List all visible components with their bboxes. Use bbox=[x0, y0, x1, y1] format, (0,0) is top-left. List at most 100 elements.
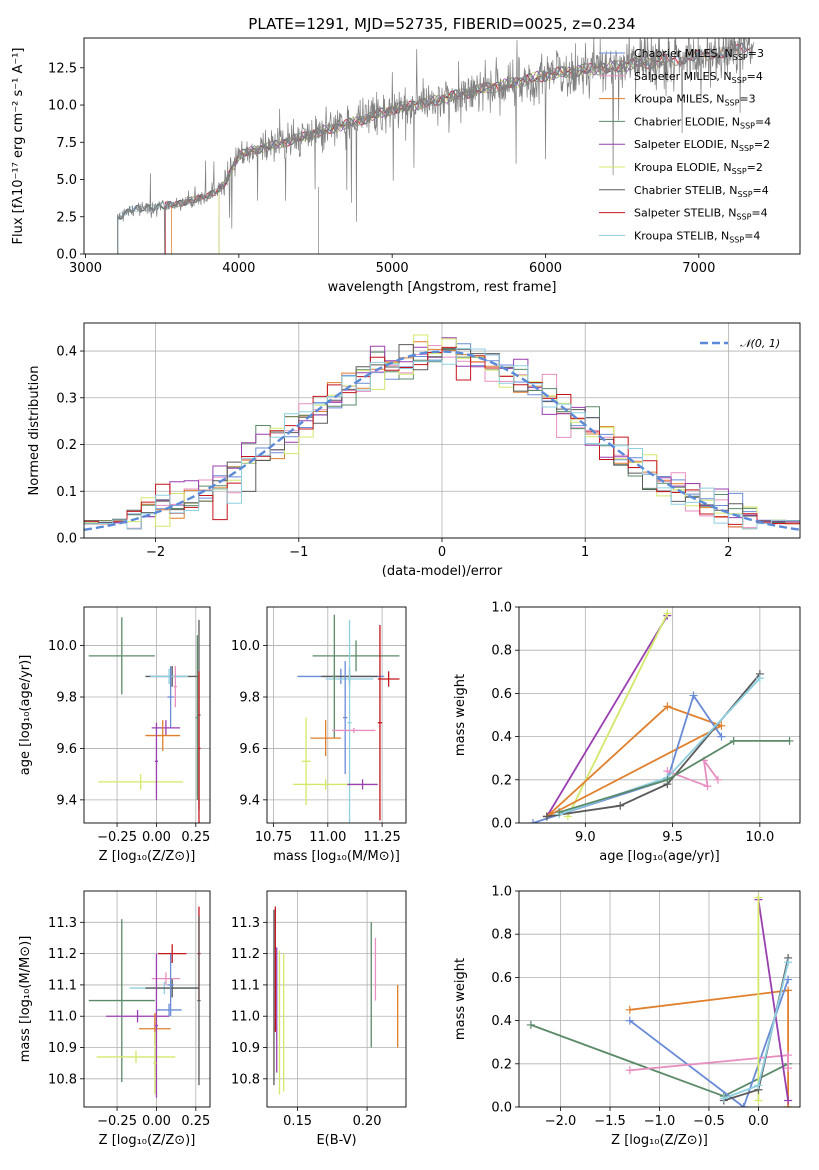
x-tick-label: 0.00 bbox=[142, 1114, 171, 1129]
errorbar-point bbox=[332, 614, 337, 739]
x-tick-label: 3000 bbox=[69, 261, 102, 276]
legend-label: Kroupa STELIB, NSSP=4 bbox=[634, 229, 760, 244]
y-tick-label: 0.6 bbox=[491, 687, 512, 702]
mass-weight-marker bbox=[784, 1051, 793, 1060]
y-tick-label: 5.0 bbox=[56, 173, 77, 188]
y-tick-label: 0.2 bbox=[56, 438, 77, 453]
y-tick-label: 0.8 bbox=[491, 928, 512, 943]
axes-frame bbox=[518, 890, 801, 1108]
errorbar-point bbox=[332, 727, 376, 733]
mass-weight-line bbox=[567, 613, 669, 817]
x-tick-label: 0.00 bbox=[142, 830, 171, 845]
mass-weight-marker bbox=[663, 702, 672, 711]
mass-weight-line bbox=[667, 759, 719, 788]
legend-label: Chabrier ELODIE, NSSP=4 bbox=[634, 115, 771, 130]
errorbar-point bbox=[301, 717, 311, 805]
mass-weight-marker bbox=[542, 812, 551, 821]
y-tick-label: 10.0 bbox=[231, 639, 260, 654]
mass-weight-line bbox=[546, 705, 724, 818]
errorbar-point bbox=[106, 1009, 170, 1023]
plot-area bbox=[88, 906, 201, 1098]
y-tick-label: 0.0 bbox=[491, 1101, 512, 1116]
panel-spectrum: 3000 4000 5000 6000 7000 0.0 2.5 5.0 7.5 10.0 12.5… bbox=[11, 15, 801, 295]
y-tick-label: 11.3 bbox=[48, 916, 77, 931]
y-tick-label: 10.0 bbox=[48, 99, 77, 114]
plot-area bbox=[528, 609, 794, 823]
x-axis-label: Z [log₁₀(Z/Z⊙)] bbox=[99, 849, 196, 864]
y-tick-label: 11.2 bbox=[48, 947, 77, 962]
y-tick-label: 2.5 bbox=[56, 210, 77, 225]
x-tick-label: 0.15 bbox=[283, 1114, 312, 1129]
y-tick-label: 10.9 bbox=[231, 1041, 260, 1056]
errorbar-point bbox=[145, 720, 181, 751]
errorbar-point bbox=[377, 671, 400, 687]
axes-frame bbox=[518, 606, 801, 824]
panel-age-vs-mass: 10.75 11.00 11.25 9.4 9.6 9.8 10.0 mass [log₁₀(… bbox=[231, 606, 407, 864]
axes-frame bbox=[266, 890, 407, 1108]
errorbar-point bbox=[167, 953, 174, 1017]
y-tick-label: 0.2 bbox=[491, 1057, 512, 1072]
x-tick-label: 11.25 bbox=[364, 830, 401, 845]
axes-frame bbox=[83, 890, 211, 1108]
x-tick-label: 0.20 bbox=[353, 1114, 382, 1129]
y-tick-label: 11.3 bbox=[231, 916, 260, 931]
x-tick-label: −1.5 bbox=[594, 1114, 626, 1129]
mass-weight-marker bbox=[528, 819, 537, 823]
y-tick-label: 0.0 bbox=[56, 248, 77, 263]
errorbar-point bbox=[167, 666, 174, 728]
mass-weight-marker bbox=[754, 1096, 763, 1105]
errorbar-point bbox=[153, 1031, 157, 1095]
errorbar-point bbox=[154, 953, 159, 1098]
mass-weight-marker bbox=[785, 736, 794, 745]
y-tick-label: 0.0 bbox=[491, 817, 512, 832]
y-axis-label: Flux [fλ10⁻¹⁷ erg cm⁻² s⁻¹ A⁻¹] bbox=[11, 48, 26, 245]
y-tick-label: 11.1 bbox=[48, 978, 77, 993]
legend: 𝒩(0, 1) bbox=[700, 337, 780, 350]
legend-label: Chabrier MILES, NSSP=3 bbox=[634, 47, 764, 62]
plot-area bbox=[526, 893, 793, 1107]
y-tick-label: 0.6 bbox=[491, 971, 512, 986]
plot-area bbox=[84, 334, 800, 531]
legend-label: Salpeter STELIB, NSSP=4 bbox=[634, 207, 768, 222]
x-tick-label: 11.00 bbox=[309, 830, 346, 845]
mass-weight-marker bbox=[663, 775, 672, 784]
y-tick-label: 0.3 bbox=[56, 391, 77, 406]
mass-weight-marker bbox=[754, 893, 763, 902]
x-tick-label: 9.0 bbox=[575, 830, 596, 845]
x-axis-label: E(B-V) bbox=[316, 1133, 356, 1148]
axes-frame bbox=[83, 606, 211, 824]
y-tick-label: 9.6 bbox=[239, 742, 260, 757]
x-tick-label: −1.0 bbox=[644, 1114, 676, 1129]
mass-weight-marker bbox=[784, 958, 793, 967]
errorbar-point bbox=[158, 944, 187, 963]
errorbar-point bbox=[343, 661, 348, 775]
errorbar-point bbox=[173, 666, 177, 708]
errorbar-point bbox=[98, 774, 184, 790]
mass-weight-marker bbox=[526, 1020, 535, 1029]
y-axis-label: mass weight bbox=[453, 674, 468, 756]
x-axis-label: (data-model)/error bbox=[382, 564, 503, 579]
mass-weight-marker bbox=[703, 782, 712, 791]
x-tick-label: −2.0 bbox=[545, 1114, 577, 1129]
x-tick-label: 0 bbox=[438, 545, 446, 560]
panel-age-vs-z: −0.25 0.00 0.25 9.4 9.6 9.8 10.0 Z [log₁₀(Z/Z⊙)… bbox=[18, 606, 211, 864]
y-tick-label: 9.6 bbox=[56, 742, 77, 757]
mass-weight-line bbox=[558, 740, 790, 814]
mass-weight-line bbox=[532, 693, 723, 823]
y-tick-label: 10.9 bbox=[48, 1041, 77, 1056]
mass-weight-marker bbox=[717, 721, 726, 730]
residual-histogram bbox=[84, 346, 800, 525]
x-tick-label: 5000 bbox=[376, 261, 409, 276]
mass-weight-marker bbox=[717, 732, 726, 741]
legend: Chabrier MILES, NSSP=3 Salpeter MILES, NS… bbox=[599, 47, 771, 244]
axes-frame bbox=[266, 606, 407, 824]
chart-title: PLATE=1291, MJD=52735, FIBERID=0025, z=0… bbox=[248, 15, 635, 33]
errorbar-point bbox=[195, 635, 199, 800]
y-tick-label: 7.5 bbox=[56, 136, 77, 151]
y-tick-label: 0.8 bbox=[491, 644, 512, 659]
legend-label: Chabrier STELIB, NSSP=4 bbox=[634, 184, 769, 199]
x-tick-label: −1 bbox=[289, 545, 308, 560]
panel-weight-vs-age: 9.0 9.5 10.0 0.0 0.2 0.4 0.6 0.8 1.0 age [log₁₀(a… bbox=[453, 601, 801, 864]
x-axis-label: Z [log₁₀(Z/Z⊙)] bbox=[99, 1133, 196, 1148]
